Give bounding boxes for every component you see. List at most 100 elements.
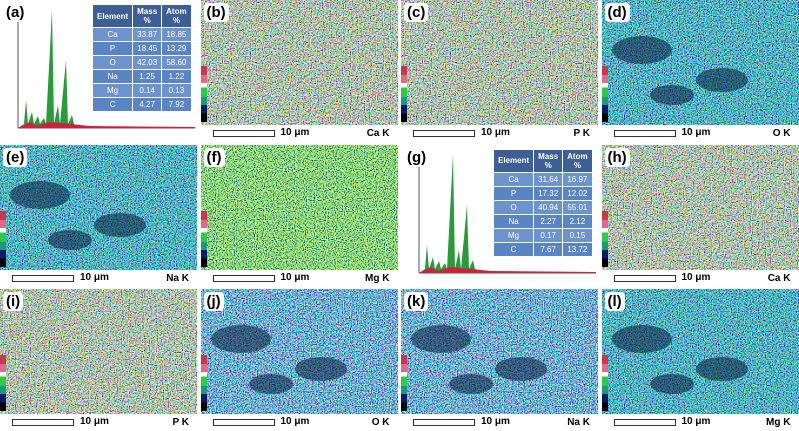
- table-cell: 2.12: [562, 213, 593, 229]
- scale-strip: 10 μm P K: [401, 125, 598, 142]
- header-text: Mass: [538, 151, 559, 161]
- element-map: 10 μm P K (i): [0, 289, 197, 431]
- scale-strip: 10 μm Mg K: [601, 414, 799, 431]
- map-blotch: [210, 325, 271, 353]
- scale-strip: 10 μm O K: [601, 125, 799, 142]
- element-label: Na K: [567, 417, 590, 428]
- element-map: 10 μm P K (c): [401, 0, 598, 142]
- header-text: Atom: [567, 151, 588, 161]
- scale-bar: [613, 274, 676, 282]
- element-map: 10 μm O K (j): [200, 289, 398, 431]
- table-cell: O: [91, 55, 134, 70]
- header-cell: Mass%: [132, 4, 163, 28]
- table-row: P 18.45 13.29: [91, 41, 192, 56]
- table-cell: 2.27: [533, 213, 564, 229]
- table-cell: 7.67: [533, 241, 564, 257]
- header-unit: %: [544, 160, 552, 170]
- scale-strip: 10 μm Mg K: [200, 269, 398, 287]
- table-cell: 18.85: [161, 27, 192, 42]
- panel-label: (f): [203, 147, 225, 167]
- table-row: Na 1.25 1.22: [91, 69, 192, 84]
- table-cell: 33.87: [132, 27, 163, 42]
- panel-label: (e): [3, 147, 28, 167]
- scale-label: 10 μm: [481, 416, 510, 427]
- panel-label: (k): [404, 292, 429, 311]
- table-row: Na 2.27 2.12: [492, 213, 593, 229]
- scale-bar: [413, 130, 475, 137]
- table-row: C 4.27 7.92: [91, 97, 192, 112]
- scale-strip: 10 μm Ca K: [200, 125, 398, 142]
- panel-label: (i): [3, 292, 24, 311]
- panel-label: (b): [203, 3, 229, 22]
- scale-strip: 10 μm Ca K: [601, 269, 799, 287]
- colorbar: [200, 210, 207, 267]
- header-text: Atom: [166, 7, 187, 16]
- table-cell: 1.25: [132, 69, 163, 84]
- table-header: Element Mass% Atom%: [91, 4, 192, 28]
- table-cell: 0.17: [533, 227, 564, 243]
- colorbar: [401, 66, 407, 122]
- map-noise: [200, 144, 398, 270]
- scale-label: 10 μm: [280, 416, 310, 427]
- table-cell: C: [91, 97, 134, 112]
- table-cell: Mg: [492, 227, 535, 243]
- spectrum-plot: [418, 152, 596, 273]
- map-blotch: [495, 357, 547, 381]
- element-label: Ca K: [366, 128, 390, 139]
- table-row: O 40.94 55.01: [492, 199, 593, 215]
- map-blotch: [411, 325, 471, 353]
- map-image: [401, 0, 598, 125]
- scale-bar: [12, 274, 74, 282]
- element-map: 10 μm Mg K (f): [200, 144, 398, 287]
- map-image: [200, 289, 398, 414]
- table-cell: 13.72: [562, 241, 593, 257]
- table-header: Element Mass% Atom%: [492, 148, 593, 173]
- map-blotch: [294, 357, 347, 381]
- scale-label: 10 μm: [80, 271, 109, 283]
- table-row: Mg 0.17 0.15: [492, 227, 593, 243]
- header-cell: Element: [91, 4, 134, 28]
- map-image: [0, 289, 197, 414]
- map-image: [200, 144, 398, 270]
- table-cell: 18.45: [132, 41, 163, 56]
- panel-label: (a): [3, 3, 28, 22]
- composition-table: Element Mass% Atom% Ca 33.87 18.85 P 18.45 13.29…: [91, 4, 192, 112]
- header-cell: Atom%: [161, 4, 192, 28]
- table-cell: 0.13: [161, 83, 192, 98]
- colorbar: [601, 66, 608, 122]
- element-label: P K: [172, 417, 190, 428]
- map-image: [601, 144, 799, 270]
- scale-bar: [613, 130, 676, 137]
- table-cell: C: [492, 241, 535, 257]
- panel-label: (d): [604, 3, 630, 22]
- element-label: O K: [371, 417, 390, 428]
- table-row: C 7.67 13.72: [492, 241, 593, 257]
- map-noise: [601, 144, 799, 270]
- header-text: Element: [498, 156, 530, 165]
- scale-label: 10 μm: [681, 271, 711, 283]
- composition-table: Element Mass% Atom% Ca 31.64 16.97 P 17.32 12.02…: [492, 148, 593, 257]
- colorbar: [0, 210, 6, 267]
- scale-label: 10 μm: [80, 416, 109, 427]
- element-map: 10 μm Na K (k): [401, 289, 598, 431]
- scale-label: 10 μm: [681, 416, 711, 427]
- map-blotch: [649, 374, 694, 394]
- header-cell: Mass%: [533, 148, 564, 173]
- table-row: P 17.32 12.02: [492, 185, 593, 201]
- scale-strip: 10 μm O K: [200, 414, 398, 431]
- table-cell: 55.01: [562, 199, 593, 215]
- table-cell: Na: [492, 213, 535, 229]
- colorbar: [200, 66, 207, 122]
- element-label: O K: [772, 128, 791, 139]
- scale-bar: [613, 419, 676, 426]
- scale-label: 10 μm: [280, 127, 310, 138]
- background-peaks: [18, 122, 195, 128]
- scale-label: 10 μm: [280, 271, 310, 283]
- table-row: Mg 0.14 0.13: [91, 83, 192, 98]
- table-row: Ca 33.87 18.85: [91, 27, 192, 42]
- table-cell: Ca: [492, 171, 535, 187]
- table-row: Ca 31.64 16.97: [492, 171, 593, 187]
- element-map: 10 μm Ca K (b): [200, 0, 398, 142]
- table-cell: 12.02: [562, 185, 593, 201]
